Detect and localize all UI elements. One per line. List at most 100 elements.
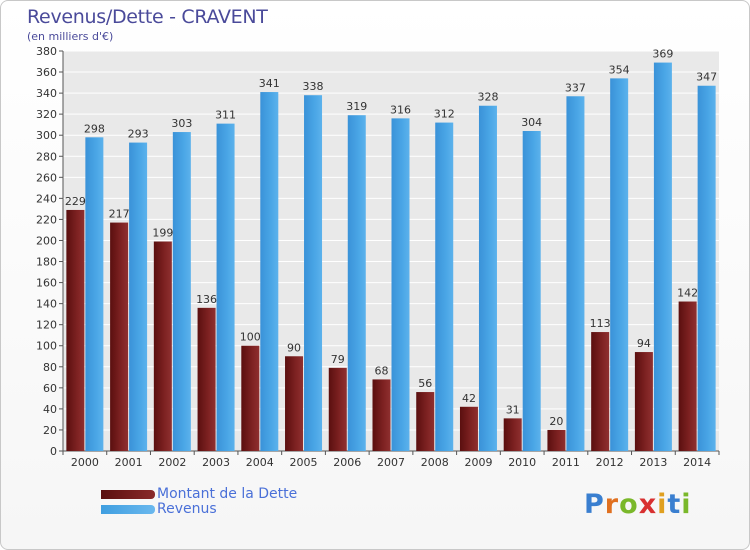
- logo-letter: i: [657, 489, 668, 520]
- bar-revenus: [610, 78, 629, 452]
- data-label-dette: 199: [152, 227, 173, 240]
- bar-dette: [503, 418, 522, 451]
- bar-dette: [459, 406, 478, 451]
- y-tick-label: 380: [36, 45, 57, 58]
- data-label-dette: 56: [418, 377, 432, 390]
- data-label-revenus: 341: [259, 77, 280, 90]
- y-tick-label: 360: [36, 66, 57, 79]
- x-tick-label: 2011: [552, 456, 580, 469]
- y-tick-label: 260: [36, 171, 57, 184]
- data-label-dette: 90: [287, 341, 301, 354]
- bar-revenus: [347, 115, 366, 452]
- x-tick-label: 2002: [158, 456, 186, 469]
- data-label-dette: 142: [677, 287, 698, 300]
- bar-revenus: [129, 142, 148, 451]
- y-tick-label: 300: [36, 129, 57, 142]
- y-tick-label: 280: [36, 150, 57, 163]
- bar-dette: [547, 429, 566, 451]
- bar-dette: [416, 392, 435, 451]
- bar-dette: [197, 307, 216, 451]
- data-label-dette: 217: [109, 208, 130, 221]
- bar-dette: [328, 367, 347, 451]
- x-tick-label: 2003: [202, 456, 230, 469]
- x-tick-label: 2009: [464, 456, 492, 469]
- y-tick-label: 60: [43, 382, 57, 395]
- bar-revenus: [435, 122, 454, 451]
- data-label-dette: 229: [65, 195, 86, 208]
- bar-revenus: [522, 131, 541, 451]
- bar-revenus: [653, 62, 672, 451]
- bar-revenus: [391, 118, 410, 452]
- data-label-revenus: 319: [346, 100, 367, 113]
- data-label-revenus: 354: [609, 63, 630, 76]
- logo-letter: o: [619, 489, 639, 520]
- y-tick-label: 20: [43, 424, 57, 437]
- bar-dette: [66, 209, 85, 451]
- data-label-revenus: 293: [128, 128, 149, 141]
- bar-dette: [634, 352, 653, 451]
- proxiti-logo: Proxiti: [584, 489, 692, 520]
- bar-revenus: [566, 96, 585, 452]
- bar-revenus: [172, 132, 191, 452]
- bar-revenus: [478, 105, 497, 451]
- y-tick-label: 340: [36, 87, 57, 100]
- logo-letter: P: [584, 489, 605, 520]
- data-label-dette: 94: [637, 337, 651, 350]
- data-label-revenus: 304: [521, 116, 542, 129]
- bar-revenus: [216, 123, 235, 451]
- y-tick-label: 40: [43, 403, 57, 416]
- data-label-revenus: 298: [84, 122, 105, 135]
- data-label-revenus: 311: [215, 109, 236, 122]
- data-label-dette: 79: [331, 353, 345, 366]
- data-label-dette: 100: [240, 331, 261, 344]
- x-tick-label: 2004: [246, 456, 274, 469]
- bar-revenus: [304, 95, 323, 452]
- bar-revenus: [260, 92, 279, 451]
- legend-label-dette: Montant de la Dette: [157, 486, 298, 502]
- bar-dette: [285, 356, 304, 451]
- chart-subtitle: (en milliers d'€): [27, 30, 114, 43]
- data-label-dette: 136: [196, 293, 217, 306]
- x-tick-label: 2012: [596, 456, 624, 469]
- data-label-dette: 31: [506, 403, 520, 416]
- bar-dette: [591, 332, 610, 451]
- data-label-dette: 68: [375, 364, 389, 377]
- data-label-revenus: 328: [477, 91, 498, 104]
- x-tick-label: 2000: [71, 456, 99, 469]
- x-tick-label: 2014: [683, 456, 711, 469]
- x-tick-label: 2013: [639, 456, 667, 469]
- bar-dette: [372, 379, 391, 451]
- y-tick-label: 120: [36, 319, 57, 332]
- y-tick-label: 100: [36, 340, 57, 353]
- bar-revenus: [85, 137, 104, 451]
- data-label-revenus: 303: [171, 117, 192, 130]
- x-tick-label: 2008: [421, 456, 449, 469]
- data-label-revenus: 369: [652, 48, 673, 61]
- y-tick-label: 80: [43, 361, 57, 374]
- y-tick-label: 180: [36, 256, 57, 269]
- logo-letter: t: [667, 489, 682, 520]
- y-tick-label: 220: [36, 213, 57, 226]
- data-label-revenus: 316: [390, 103, 411, 116]
- bar-dette: [241, 345, 260, 451]
- data-label-revenus: 337: [565, 81, 586, 94]
- y-tick-label: 140: [36, 298, 57, 311]
- data-label-revenus: 338: [303, 80, 324, 93]
- x-tick-label: 2005: [290, 456, 318, 469]
- data-label-dette: 42: [462, 392, 476, 405]
- x-tick-label: 2007: [377, 456, 405, 469]
- bar-dette: [153, 241, 172, 451]
- legend-label-revenus: Revenus: [157, 501, 217, 517]
- data-label-revenus: 347: [696, 71, 717, 84]
- logo-letter: x: [638, 489, 658, 520]
- x-tick-label: 2010: [508, 456, 536, 469]
- data-label-revenus: 312: [434, 108, 455, 121]
- y-tick-label: 200: [36, 234, 57, 247]
- legend-swatch-dette: [101, 490, 155, 499]
- y-tick-label: 320: [36, 108, 57, 121]
- logo-letter: r: [604, 489, 620, 520]
- y-tick-label: 160: [36, 277, 57, 290]
- data-label-dette: 20: [549, 415, 563, 428]
